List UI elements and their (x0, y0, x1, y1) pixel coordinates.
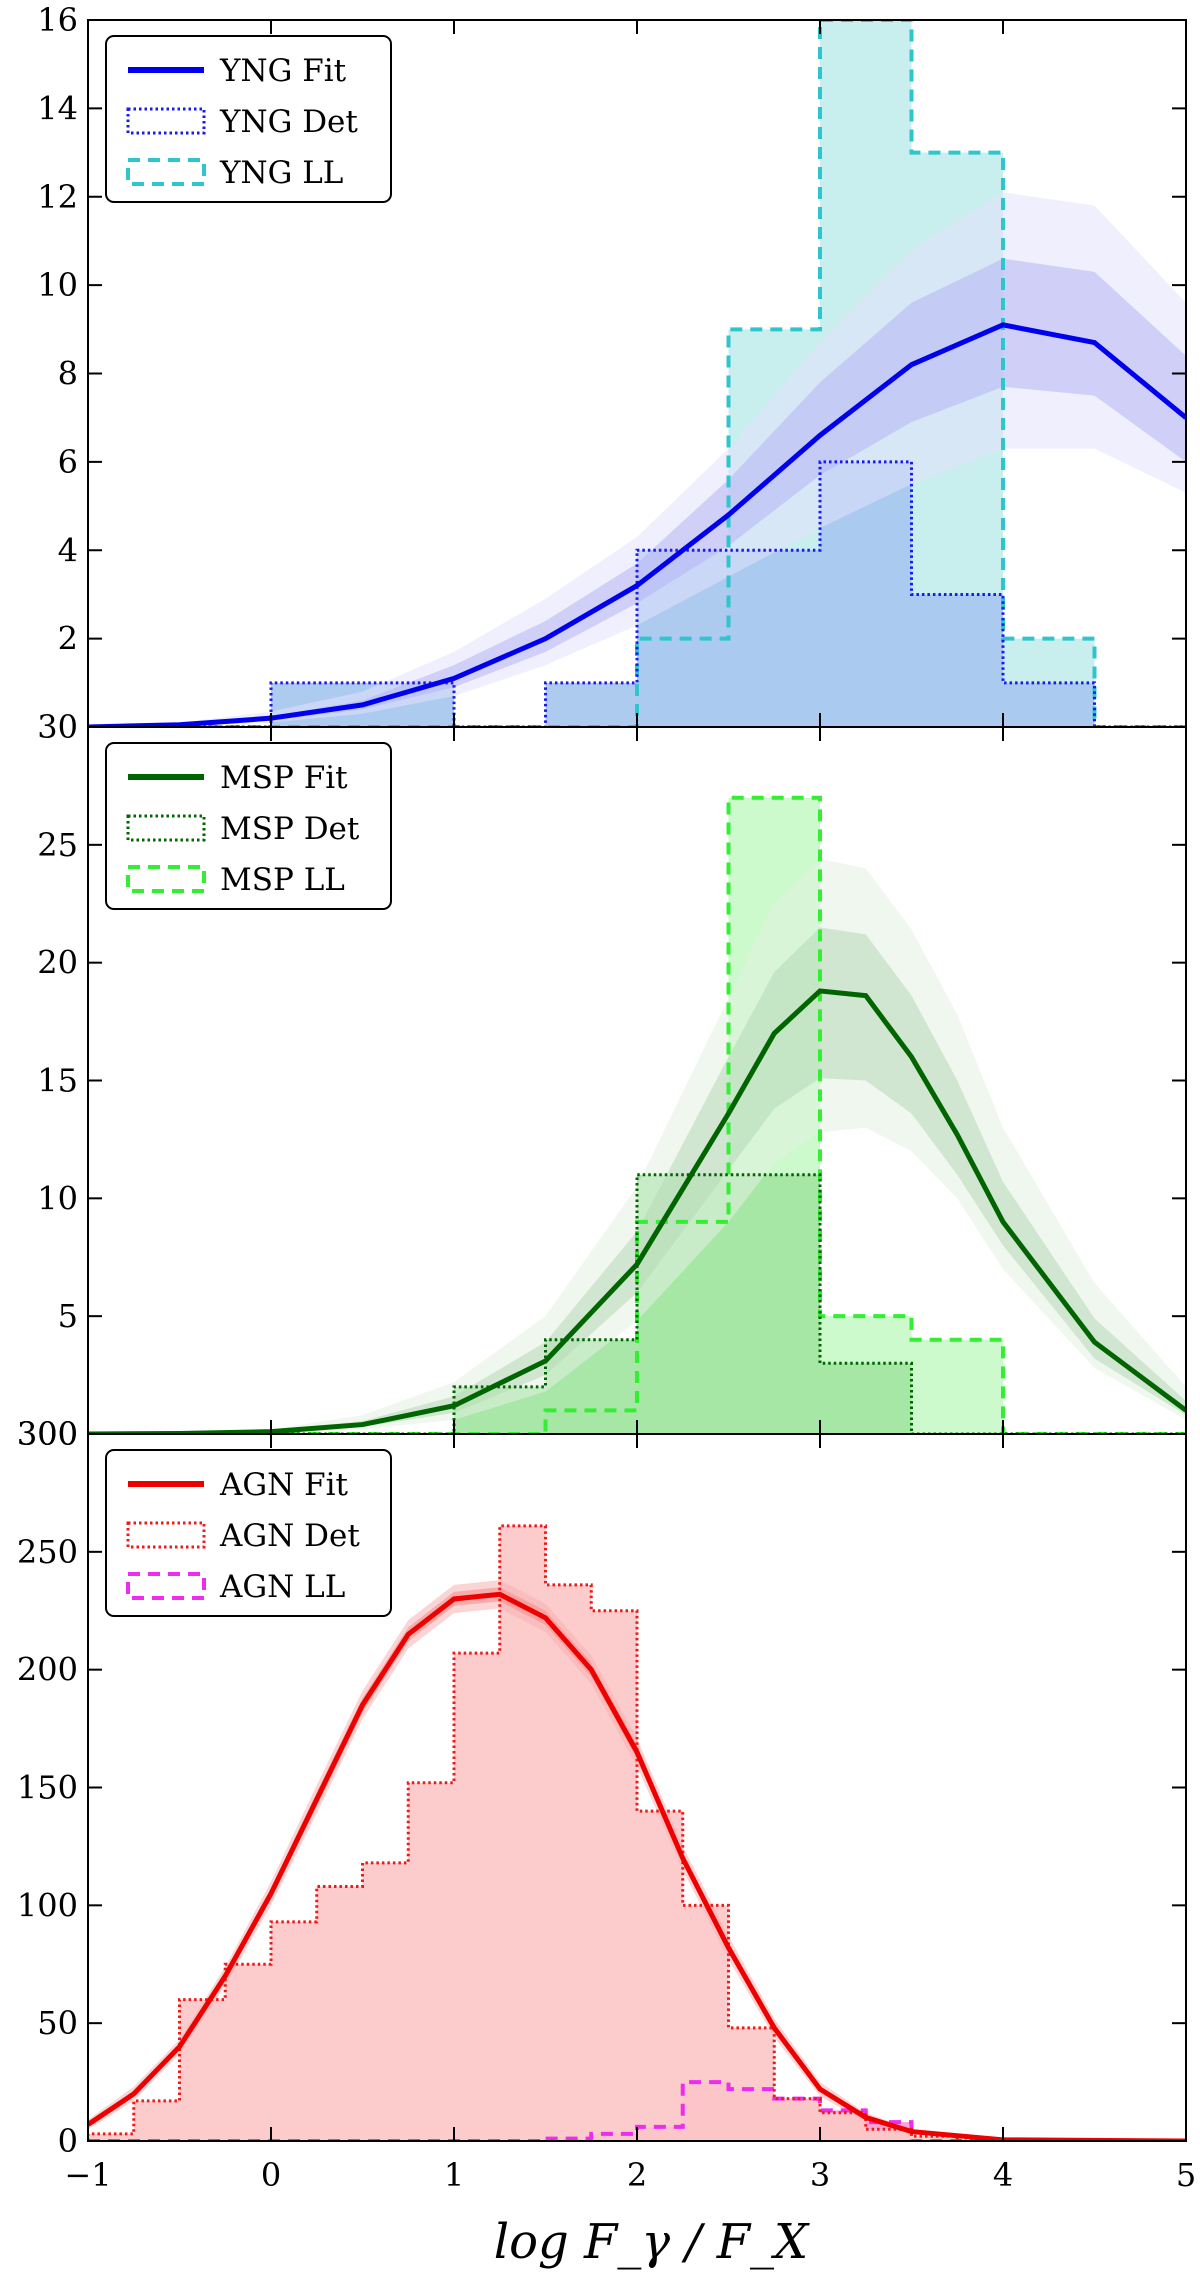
xtick-label: −1 (64, 2156, 111, 2194)
agn-legend-ll-handle (126, 1572, 206, 1600)
xtick-label: 2 (627, 2156, 647, 2194)
agn-legend-label: AGN Fit (219, 1467, 349, 1503)
agn-legend-det-handle (126, 1521, 206, 1549)
yng-legend-ll-handle (126, 158, 206, 186)
msp-ytick-label: 15 (37, 1062, 78, 1100)
msp-legend: MSP Fit MSP Det MSP LL (105, 742, 392, 910)
xtick-label: 3 (810, 2156, 830, 2194)
msp-legend-label: MSP Det (220, 811, 360, 847)
yng-ytick-label: 14 (37, 89, 78, 127)
agn-det-fill (88, 1525, 1003, 2141)
yng-legend-label: YNG LL (219, 155, 343, 191)
msp-fit-line (88, 988, 1186, 1434)
x-axis-label: log F_γ / F_X (494, 2214, 810, 2270)
agn-legend-label: AGN Det (219, 1518, 360, 1554)
agn-ytick-label: 300 (17, 1415, 78, 1453)
agn-det-histogram (88, 1524, 1003, 2141)
yng-ytick-label: 8 (58, 355, 78, 393)
xtick-label: 0 (261, 2156, 281, 2194)
agn-panel: 0 50 100 150 200 250 300 AGN Fit AGN Det AGN LL (17, 1415, 1187, 2160)
agn-fit-line (88, 1591, 1186, 2141)
yng-panel: 30 2 4 6 8 10 12 14 16 YNG Fit YNG Det YNG LL (37, 1, 1187, 746)
msp-ytick-label: 5 (58, 1297, 78, 1335)
msp-legend-label: MSP Fit (220, 760, 348, 796)
msp-ytick-label: 20 (37, 944, 78, 982)
yng-legend-det-handle (126, 107, 206, 135)
agn-ytick-label: 250 (17, 1533, 78, 1571)
agn-legend-label: AGN LL (219, 1569, 345, 1605)
agn-legend: AGN Fit AGN Det AGN LL (105, 1449, 392, 1617)
agn-ytick-label: 150 (17, 1769, 78, 1807)
agn-ytick-label: 200 (17, 1651, 78, 1689)
yng-ll-histogram (88, 20, 1186, 727)
xtick-label: 4 (993, 2156, 1013, 2194)
yng-legend: YNG Fit YNG Det YNG LL (105, 35, 392, 203)
yng-ytick-label: 16 (37, 1, 78, 39)
yng-ytick-label: 6 (58, 443, 78, 481)
yng-legend-label: YNG Det (219, 104, 358, 140)
msp-panel: 300 5 10 15 20 25 MSP Fit MSP Det MSP LL (17, 726, 1187, 1453)
yng-det-histogram (88, 460, 1186, 727)
agn-ll-histogram (88, 2080, 1003, 2141)
agn-ytick-label: 100 (17, 1886, 78, 1924)
xtick-label: 1 (444, 2156, 464, 2194)
yng-plot-area (88, 20, 1186, 727)
agn-ytick-label: 0 (58, 2122, 78, 2160)
yng-ytick-label: 2 (58, 620, 78, 658)
yng-ytick-label: 4 (58, 531, 78, 569)
yng-ytick-label: 10 (37, 266, 78, 304)
yng-legend-label: YNG Fit (219, 53, 347, 89)
yng-ytick-label: 12 (37, 178, 78, 216)
msp-plot-area (88, 795, 1186, 1434)
msp-ytick-label: 10 (37, 1179, 78, 1217)
msp-ytick-label: 25 (37, 826, 78, 864)
yng-ytick-label: 30 (37, 708, 78, 746)
msp-ytick-label: 300 (17, 1415, 78, 1453)
msp-legend-det-handle (126, 814, 206, 842)
yng-fit-band-inner (88, 258, 1186, 727)
agn-plot-area (88, 1524, 1186, 2141)
agn-ytick-label: 50 (37, 2004, 78, 2042)
msp-legend-label: MSP LL (220, 862, 345, 898)
xtick-label: 5 (1176, 2156, 1196, 2194)
msp-legend-ll-handle (126, 865, 206, 893)
